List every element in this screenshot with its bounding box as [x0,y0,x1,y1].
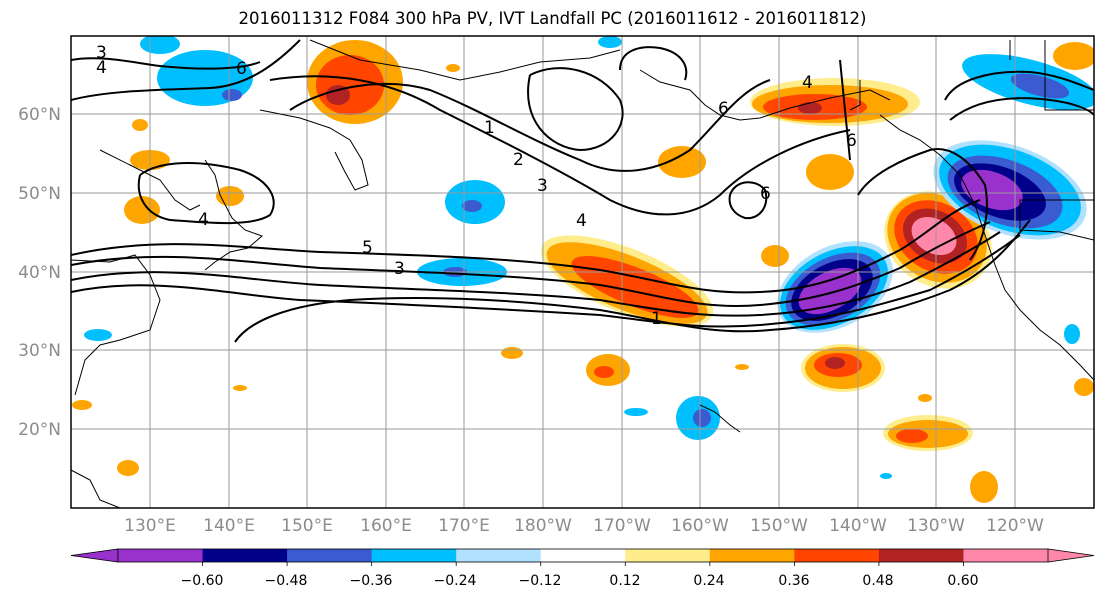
contour-label: 6 [236,59,247,79]
colorbar-tick-label: −0.60 [181,573,224,589]
lat-label: 20°N [18,420,61,440]
coastlines [71,39,1094,508]
colorbar-segment [794,549,880,562]
contour-label: 1 [651,309,662,329]
contour-label: 6 [846,131,857,151]
lon-label: 170°E [438,516,490,536]
contour-label: 5 [362,238,373,258]
figure-title: 2016011312 F084 300 hPa PV, IVT Landfall… [238,9,867,28]
colorbar-tick-label: −0.12 [519,573,562,589]
lon-label: 140°W [829,516,887,536]
colorbar-segment [202,549,288,562]
lon-label: 160°W [671,516,729,536]
colorbar-segment [709,549,795,562]
lat-label: 60°N [18,105,61,125]
colorbar-border [117,548,1049,563]
longitude-labels: 130°E 140°E 150°E 160°E 170°E 180°W 170°… [124,516,1044,536]
colorbar-tick-label: 0.60 [947,573,978,589]
contour-label: 4 [96,58,107,78]
contour-label: 3 [96,43,107,63]
colorbar-extend-high [1047,548,1095,563]
lon-label: 130°W [907,516,965,536]
colorbar-tick-label: 0.36 [778,573,809,589]
colorbar-ticks: −0.60 −0.48 −0.36 −0.24 −0.12 0.12 0.24 … [181,562,979,589]
lat-label: 40°N [18,263,61,283]
colorbar-tick-label: −0.48 [265,573,308,589]
colorbar-segment [625,549,711,562]
contour-labels: 3 4 6 1 2 3 4 5 3 4 1 4 6 6 6 [96,43,857,329]
contour-label: 4 [802,73,813,93]
lon-label: 160°E [360,516,412,536]
contour-label: 4 [576,211,587,231]
lon-label: 140°E [203,516,255,536]
lat-label: 30°N [18,341,61,361]
map-border [70,35,1095,509]
colorbar-tick-label: −0.24 [434,573,477,589]
contour-label: 3 [537,176,548,196]
lon-label: 130°E [124,516,176,536]
contour-label: 2 [513,150,524,170]
contour-label: 6 [760,184,771,204]
colorbar-segment [371,549,457,562]
latitude-labels: 60°N 50°N 40°N 30°N 20°N [18,105,61,440]
lon-label: 170°W [593,516,651,536]
lon-label: 150°W [750,516,808,536]
lon-label: 120°W [986,516,1044,536]
colorbar-extend-low [70,548,119,563]
colorbar [70,548,1095,563]
contour-label: 1 [484,118,495,138]
colorbar-segment [118,549,204,562]
lat-label: 50°N [18,184,61,204]
colorbar-tick-label: −0.36 [350,573,393,589]
lon-label: 180°W [514,516,572,536]
contour-label: 6 [718,99,729,119]
colorbar-tick-label: 0.24 [693,573,724,589]
colorbar-segment [963,549,1049,562]
colorbar-tick-label: 0.48 [862,573,893,589]
colorbar-segment [878,549,964,562]
pv-contours [71,39,1094,343]
colorbar-segment [456,549,542,562]
contour-label: 4 [198,210,209,230]
colorbar-segment [287,549,373,562]
colorbar-segment [540,549,626,562]
lon-label: 150°E [281,516,333,536]
contour-label: 3 [394,259,405,279]
colorbar-tick-label: 0.12 [609,573,640,589]
